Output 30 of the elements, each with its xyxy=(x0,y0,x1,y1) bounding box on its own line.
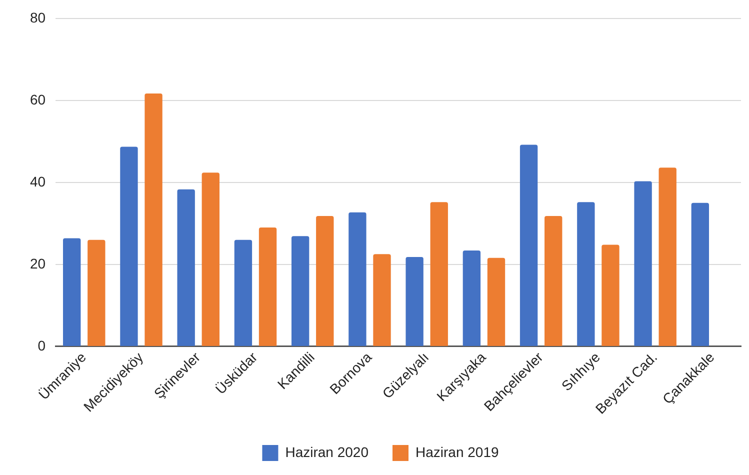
bar xyxy=(258,228,277,346)
y-tick-label: 40 xyxy=(30,173,46,190)
bar xyxy=(462,250,481,346)
bar xyxy=(348,212,366,346)
bar xyxy=(602,244,620,346)
bar xyxy=(658,168,676,346)
bar xyxy=(634,181,652,346)
bar xyxy=(316,216,334,346)
legend-label: Haziran 2019 xyxy=(416,444,499,460)
bar xyxy=(373,254,391,346)
bar xyxy=(88,240,106,346)
y-tick-label: 20 xyxy=(30,255,46,272)
bar xyxy=(177,189,195,346)
bar xyxy=(291,236,310,346)
bar xyxy=(691,202,709,346)
bar xyxy=(487,258,506,346)
bar xyxy=(520,144,538,346)
bar xyxy=(120,146,138,346)
y-tick-label: 80 xyxy=(30,9,46,26)
bar xyxy=(406,257,424,346)
bar xyxy=(202,172,220,346)
bar xyxy=(430,202,448,346)
bar xyxy=(234,240,252,346)
bar xyxy=(577,202,595,346)
y-tick-label: 0 xyxy=(38,337,46,354)
y-tick-label: 60 xyxy=(30,91,46,108)
legend-label: Haziran 2020 xyxy=(285,444,369,460)
bar xyxy=(63,238,81,346)
bar xyxy=(544,216,562,346)
bar xyxy=(144,93,162,346)
